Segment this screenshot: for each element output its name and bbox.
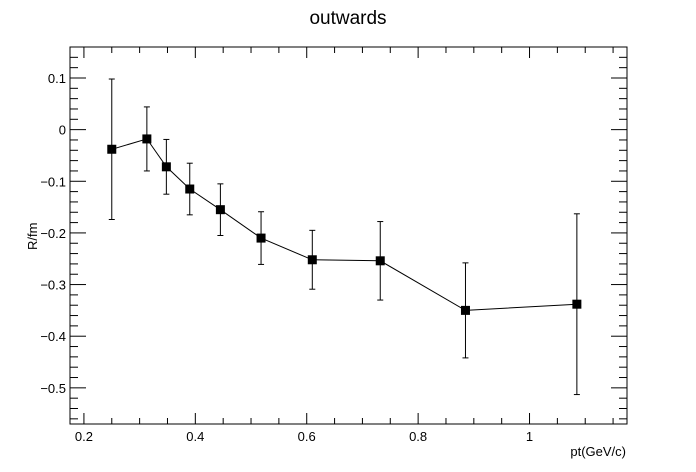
y-tick-label: −0.5: [40, 381, 66, 396]
data-point: [161, 162, 171, 172]
y-tick-label: −0.3: [40, 278, 66, 293]
x-axis-label: pt(GeV/c): [570, 444, 626, 459]
x-tick-label: 0.2: [75, 429, 93, 444]
x-tick-label: 1: [526, 429, 533, 444]
chart-title: outwards: [309, 8, 386, 29]
y-axis-label: R/fm: [25, 223, 40, 250]
data-point: [460, 305, 470, 315]
data-point: [107, 144, 117, 154]
y-tick-label: 0: [59, 123, 66, 138]
x-axis: 0.2 0.4 0.6 0.8 1: [75, 47, 614, 444]
y-tick-label: −0.1: [40, 174, 66, 189]
y-tick-label: −0.4: [40, 329, 66, 344]
data-point: [256, 233, 266, 243]
x-tick-label: 0.6: [298, 429, 316, 444]
x-tick-label: 0.4: [186, 429, 204, 444]
y-axis: 0.1 0 −0.1 −0.2 −0.3 −0.4 −0.5: [40, 46, 627, 420]
data-point: [572, 299, 582, 309]
data-point: [185, 184, 195, 194]
data-point: [375, 256, 385, 266]
data-point: [142, 134, 152, 144]
plot-frame: [69, 46, 628, 425]
series-line: [111, 138, 577, 311]
y-tick-label: −0.2: [40, 226, 66, 241]
data-series: [107, 78, 582, 396]
data-point: [307, 255, 317, 265]
data-point: [215, 205, 225, 215]
x-tick-label: 0.8: [409, 429, 427, 444]
y-tick-label: 0.1: [48, 71, 66, 86]
